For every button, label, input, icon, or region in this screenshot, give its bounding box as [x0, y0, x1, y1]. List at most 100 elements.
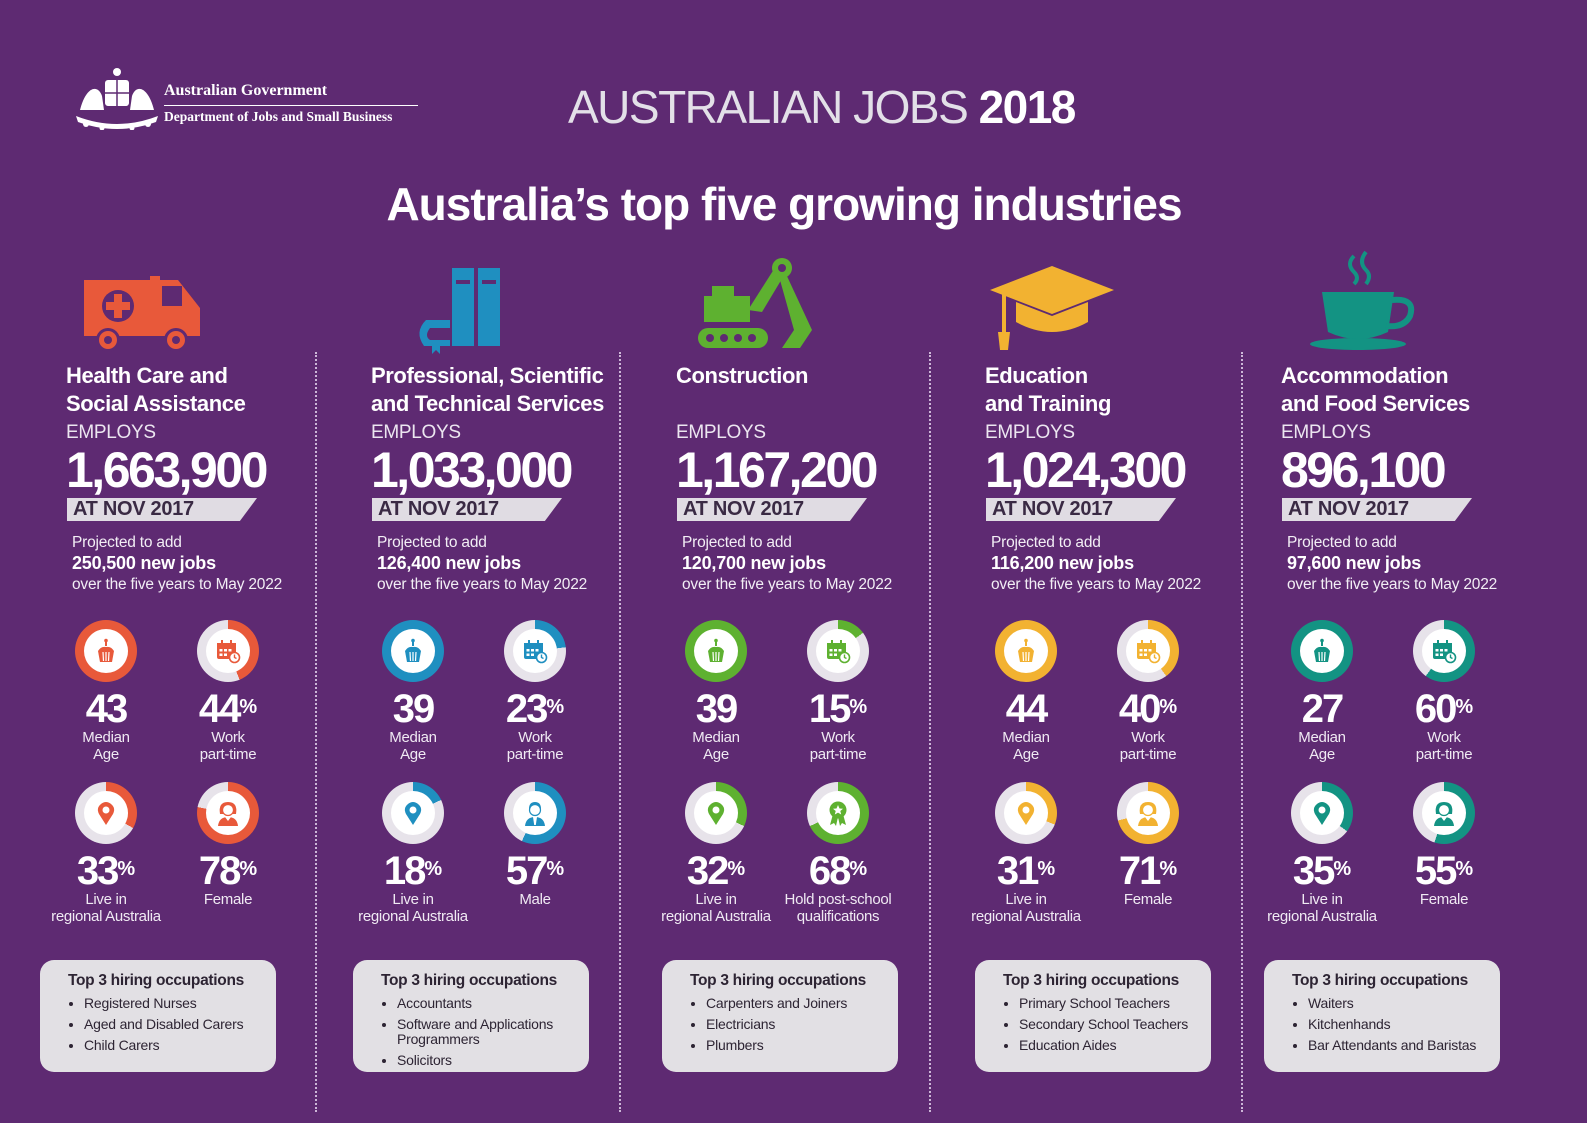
occupations-box: Top 3 hiring occupations Waiters Kitchenh…	[1264, 960, 1500, 1072]
stat-label: Live in	[695, 891, 737, 908]
stat-number: 39	[392, 687, 435, 731]
stat-ring	[382, 620, 444, 682]
stat-item: 44 Median Age	[966, 620, 1086, 764]
female-icon	[206, 791, 250, 835]
industry-name-line1: Accommodation	[1281, 363, 1449, 388]
occupation-item: Solicitors	[397, 1053, 579, 1068]
industry-name-line2: and Food Services	[1281, 391, 1470, 416]
occupation-item: Education Aides	[1019, 1038, 1201, 1053]
industry-name-line1: Education	[985, 363, 1088, 388]
projection-text: Projected to add 250,500 new jobs over the…	[72, 532, 282, 595]
stat-suffix: %	[1455, 858, 1474, 880]
date-tag: AT NOV 2017	[986, 498, 1176, 521]
industry-column: Construction EMPLOYS 1,167,200 AT NOV 2017 P…	[0, 250, 1587, 1110]
page-heading: Australia’s top five growing industries	[386, 178, 1182, 230]
industry-name-line1: Professional, Scientific	[371, 363, 604, 388]
new-jobs: 116,200 new jobs	[991, 553, 1134, 573]
employment-count: 1,167,200	[676, 442, 878, 498]
stat-label: Work	[1131, 729, 1165, 746]
stat-ring	[504, 782, 566, 844]
government-logo: Australian Government Department of Jobs…	[72, 66, 432, 134]
projection-prefix: Projected to add	[991, 534, 1101, 551]
map-pin-icon	[1300, 791, 1344, 835]
occupations-list: Primary School Teachers Secondary School …	[1003, 996, 1201, 1053]
stat-ring	[1117, 782, 1179, 844]
award-icon	[816, 791, 860, 835]
report-year: 2018	[978, 81, 1077, 133]
stat-number: 27	[1301, 687, 1344, 731]
stat-label: Work	[1427, 729, 1461, 746]
stat-item: 55% Female	[1384, 782, 1504, 908]
calendar-icon	[816, 629, 860, 673]
occupations-list: Accountants Software and Applications Pro…	[381, 996, 579, 1068]
coffee-cup-icon	[1296, 250, 1426, 356]
projection-prefix: Projected to add	[1287, 534, 1397, 551]
occupation-item: Carpenters and Joiners	[706, 996, 888, 1011]
stat-ring	[75, 782, 137, 844]
stat-item: 32% Live in regional Australia	[656, 782, 776, 926]
stat-ring	[197, 620, 259, 682]
occupations-title: Top 3 hiring occupations	[381, 972, 557, 989]
occupations-box: Top 3 hiring occupations Accountants Soft…	[353, 960, 589, 1072]
stat-suffix: %	[1159, 696, 1178, 718]
calendar-icon	[206, 629, 250, 673]
calendar-icon	[513, 629, 557, 673]
stat-value: 18%	[353, 850, 473, 892]
ambulance-icon	[80, 250, 210, 356]
stat-label-line2: regional Australia	[661, 908, 771, 925]
cake-icon	[694, 629, 738, 673]
stat-ring	[995, 620, 1057, 682]
stat-value: 55%	[1384, 850, 1504, 892]
stat-label-line2: part-time	[809, 746, 867, 763]
projection-text: Projected to add 120,700 new jobs over the…	[682, 532, 892, 595]
date-tag: AT NOV 2017	[372, 498, 562, 521]
cake-icon	[1300, 629, 1344, 673]
stat-label-line2: part-time	[1415, 746, 1473, 763]
stat-suffix: %	[546, 696, 565, 718]
stat-ring	[807, 620, 869, 682]
industry-name-line2: Social Assistance	[66, 391, 246, 416]
stat-value: 40%	[1088, 688, 1208, 730]
stat-number: 15	[808, 687, 851, 731]
stat-suffix: %	[239, 696, 258, 718]
stat-label: Hold post-school	[784, 891, 892, 908]
stat-ring	[1117, 620, 1179, 682]
occupation-item: Plumbers	[706, 1038, 888, 1053]
stat-label-line2: part-time	[1119, 746, 1177, 763]
projection-suffix: over the five years to May 2022	[377, 576, 588, 593]
stat-label-line2: regional Australia	[1267, 908, 1377, 925]
stat-number: 40	[1118, 687, 1161, 731]
stat-item: 33% Live in regional Australia	[46, 782, 166, 926]
stat-value: 43	[46, 688, 166, 730]
graduation-cap-icon	[986, 250, 1116, 356]
stat-label: Live in	[85, 891, 127, 908]
stat-item: 23% Work part-time	[475, 620, 595, 764]
stat-label-line2: qualifications	[796, 908, 880, 925]
occupation-item: Registered Nurses	[84, 996, 266, 1011]
stat-item: 68% Hold post-school qualifications	[778, 782, 898, 926]
stat-ring	[504, 620, 566, 682]
stat-value: 68%	[778, 850, 898, 892]
projection-suffix: over the five years to May 2022	[991, 576, 1202, 593]
map-pin-icon	[391, 791, 435, 835]
occupation-item: Child Carers	[84, 1038, 266, 1053]
stat-label: Male	[519, 891, 551, 908]
projection-prefix: Projected to add	[377, 534, 487, 551]
new-jobs: 97,600 new jobs	[1287, 553, 1422, 573]
stat-suffix: %	[849, 696, 868, 718]
female-icon	[1422, 791, 1466, 835]
stat-number: 78	[198, 849, 241, 893]
stat-label: Median	[1002, 729, 1050, 746]
occupation-item: Kitchenhands	[1308, 1017, 1490, 1032]
map-pin-icon	[1004, 791, 1048, 835]
stat-label: Median	[82, 729, 130, 746]
stat-value: 44	[966, 688, 1086, 730]
occupation-item: Waiters	[1308, 996, 1490, 1011]
stat-number: 39	[695, 687, 738, 731]
stat-suffix: %	[1037, 858, 1056, 880]
stat-label-line2: part-time	[506, 746, 564, 763]
stat-label: Female	[1123, 891, 1173, 908]
report-title: AUSTRALIAN JOBS 2018	[568, 81, 1077, 133]
projection-prefix: Projected to add	[72, 534, 182, 551]
stat-suffix: %	[727, 858, 746, 880]
